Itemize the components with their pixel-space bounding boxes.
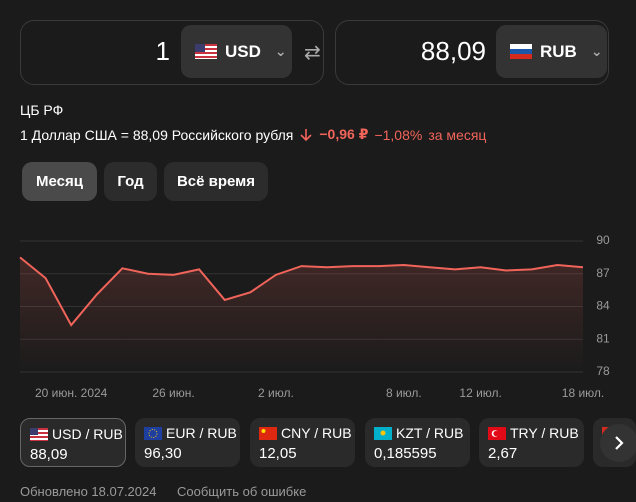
y-tick-label: 87 xyxy=(596,266,610,280)
rate-text: 1 Доллар США = 88,09 Российского рубля xyxy=(20,126,294,143)
next-button[interactable] xyxy=(600,424,636,462)
change-period: за месяц xyxy=(428,126,487,143)
flag-us xyxy=(195,44,217,59)
pair-name: TRY / RUB xyxy=(510,425,579,441)
flag-us xyxy=(30,428,48,441)
period-button[interactable]: Год xyxy=(104,162,157,201)
x-tick-label: 18 июл. xyxy=(562,386,604,400)
pair-card[interactable]: EUR / RUB 96,30 xyxy=(135,418,240,467)
to-currency[interactable]: RUB ⌄ xyxy=(496,25,607,78)
pair-card[interactable]: KZT / RUB 0,185595 xyxy=(365,418,470,467)
pair-card[interactable]: USD / RUB 88,09 xyxy=(20,418,126,467)
flag-tr xyxy=(488,427,506,440)
down-arrow xyxy=(300,128,312,141)
from-code: USD xyxy=(225,41,261,61)
chevron: ⌄ xyxy=(274,43,287,59)
x-tick-label: 12 июл. xyxy=(459,386,501,400)
pair-name: CNY / RUB xyxy=(281,425,352,441)
y-tick-label: 81 xyxy=(596,331,610,345)
chart: 78 81 84 87 90 20 июн. 2024 26 июн. 2 июл. 8 июл… xyxy=(19,233,610,400)
from-amount[interactable]: 1 xyxy=(155,36,170,66)
y-tick-label: 90 xyxy=(596,233,610,247)
flag-ru xyxy=(510,44,532,59)
to-code: RUB xyxy=(540,41,577,61)
x-tick-label: 8 июл. xyxy=(386,386,422,400)
chevron-right xyxy=(615,436,624,450)
pair-rate: 0,185595 xyxy=(374,445,437,462)
from-currency[interactable]: USD ⌄ xyxy=(181,25,292,78)
pair-rate: 12,05 xyxy=(259,445,297,462)
area xyxy=(20,257,583,372)
period-button[interactable]: Месяц xyxy=(22,162,97,201)
x-tick-label: 20 июн. 2024 xyxy=(35,386,108,400)
x-tick-label: 26 июн. xyxy=(152,386,194,400)
change-pct: −1,08% xyxy=(374,126,423,143)
pair-rate: 2,67 xyxy=(488,445,518,462)
pair-name: EUR / RUB xyxy=(166,425,237,441)
pair-rate: 88,09 xyxy=(30,446,68,463)
rate-line: 1 Доллар США = 88,09 Российского рубля −… xyxy=(20,126,486,143)
source: ЦБ РФ xyxy=(20,102,64,118)
updated: Обновлено 18.07.2024 xyxy=(20,484,157,499)
report-link[interactable]: Сообщить об ошибке xyxy=(177,484,307,499)
pair-name: KZT / RUB xyxy=(396,425,464,441)
pair-card[interactable]: TRY / RUB 2,67 xyxy=(479,418,584,467)
y-tick-label: 78 xyxy=(596,364,610,378)
to-amount[interactable]: 88,09 xyxy=(420,36,486,66)
period-button[interactable]: Всё время xyxy=(164,162,268,201)
line xyxy=(19,256,584,327)
pair-rate: 96,30 xyxy=(144,445,182,462)
pair-name: USD / RUB xyxy=(52,426,123,442)
swap-icon[interactable]: ⇄ xyxy=(304,42,321,64)
flag-kz xyxy=(374,427,392,440)
chevron: ⌄ xyxy=(590,43,603,59)
flag-cn xyxy=(259,427,277,440)
change-abs: −0,96 ₽ xyxy=(319,126,369,142)
x-tick-label: 2 июл. xyxy=(258,386,294,400)
flag-eu xyxy=(144,427,162,440)
y-tick-label: 84 xyxy=(596,299,610,313)
pair-card[interactable]: CNY / RUB 12,05 xyxy=(250,418,355,467)
